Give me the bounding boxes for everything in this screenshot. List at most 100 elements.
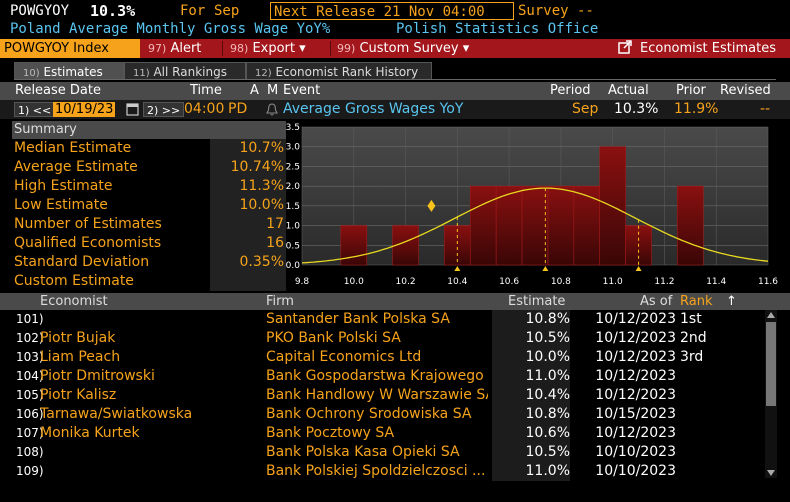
scroll-up-icon[interactable] — [767, 312, 775, 318]
x-tick-label: 11.0 — [603, 277, 623, 287]
table-row[interactable]: 105) Piotr Kalisz Bank Handlowy W Warszawi… — [0, 386, 778, 405]
event-name[interactable]: Average Gross Wages YoY — [283, 101, 464, 117]
col-firm[interactable]: Firm — [266, 294, 294, 309]
y-tick-label: 0.5 — [286, 241, 300, 251]
estimate-value: 11.0% — [492, 367, 570, 386]
economist-estimates-button[interactable]: Economist Estimates — [618, 39, 776, 58]
calendar-icon[interactable] — [126, 102, 139, 120]
col-asof[interactable]: As of — [640, 294, 673, 309]
firm-name[interactable]: PKO Bank Polski SA — [266, 330, 401, 346]
firm-name[interactable]: Capital Economics Ltd — [266, 349, 422, 365]
row-index: 104) — [16, 369, 44, 383]
scroll-down-icon[interactable] — [767, 470, 775, 476]
col-period[interactable]: Period — [550, 83, 591, 98]
row-index: 103) — [16, 350, 44, 364]
economist-name[interactable]: Piotr Dmitrowski — [40, 368, 155, 384]
estimate-value: 10.8% — [492, 405, 570, 424]
y-tick-label: 3.0 — [286, 143, 300, 153]
table-row[interactable]: 104) Piotr Dmitrowski Bank Gospodarstwa Kr… — [0, 367, 778, 386]
col-estimate[interactable]: Estimate — [508, 294, 566, 309]
table-scrollbar[interactable] — [765, 310, 777, 478]
next-release-box[interactable]: Next Release 21 Nov 04:00 — [270, 2, 514, 20]
prev-date-button[interactable]: 1) << — [14, 102, 56, 117]
estimates-table-header: Economist Firm Estimate As of Rank ↑ — [0, 293, 790, 310]
col-time[interactable]: Time — [190, 83, 222, 98]
actual-value-marker — [427, 199, 436, 212]
tab-economist-rank-history[interactable]: 12) Economist Rank History — [246, 62, 432, 80]
security-header: POWGYOY 10.3% For Sep Next Release 21 No… — [0, 1, 790, 21]
x-tick-label: 9.8 — [295, 277, 310, 287]
economist-name[interactable]: Piotr Kalisz — [40, 387, 117, 403]
table-row[interactable]: 103) Liam Peach Capital Economics Ltd 10.0%… — [0, 348, 778, 367]
event-period: Sep — [572, 101, 599, 117]
y-tick-label: 1.0 — [286, 222, 300, 232]
firm-name[interactable]: Santander Bank Polska SA — [266, 311, 450, 327]
asof-date: 10/12/2023 — [595, 425, 676, 441]
x-tick-label: 11.2 — [654, 277, 674, 287]
table-row[interactable]: 107) Monika Kurtek Bank Pocztowy SA 10.6% 10… — [0, 424, 778, 443]
col-m[interactable]: M — [267, 83, 279, 98]
summary-value: 10.74% — [230, 159, 284, 175]
estimate-value: 10.8% — [492, 310, 570, 329]
summary-label: Low Estimate — [14, 197, 108, 213]
firm-name[interactable]: Bank Polskiej Spoldzielczosci ... — [266, 463, 486, 479]
summary-label: Standard Deviation — [14, 254, 150, 270]
firm-name[interactable]: Bank Gospodarstwa Krajowego — [266, 368, 484, 384]
release-tz: PD — [228, 101, 248, 117]
estimate-value: 10.5% — [492, 443, 570, 462]
release-date-input[interactable]: 10/19/23 — [53, 102, 116, 117]
y-tick-label: 1.5 — [286, 202, 300, 212]
estimate-tick-marker — [542, 266, 549, 271]
estimate-value: 10.4% — [492, 386, 570, 405]
col-a[interactable]: A — [250, 83, 259, 98]
index-label[interactable]: POWGYOY Index — [0, 39, 140, 58]
release-time: 04:00 — [184, 101, 225, 117]
col-actual[interactable]: Actual — [608, 83, 649, 98]
next-date-button[interactable]: 2) >> — [143, 102, 185, 117]
tab-estimates[interactable]: 10) Estimates — [14, 62, 124, 80]
firm-name[interactable]: Bank Ochrony Srodowiska SA — [266, 406, 472, 422]
security-description: Poland Average Monthly Gross Wage YoY% P… — [0, 21, 790, 39]
source: Polish Statistics Office — [396, 21, 599, 37]
estimates-table-body: 101) Santander Bank Polska SA 10.8% 10/12/2… — [0, 310, 778, 481]
table-row[interactable]: 106) Tarnawa/Swiatkowska Bank Ochrony Srod… — [0, 405, 778, 424]
economist-name[interactable]: Piotr Bujak — [40, 330, 116, 346]
col-prior[interactable]: Prior — [676, 83, 706, 98]
summary-row: Low Estimate 10.0% — [12, 196, 286, 215]
sort-ascending-icon[interactable]: ↑ — [726, 294, 737, 309]
firm-name[interactable]: Bank Polska Kasa Opieki SA — [266, 444, 460, 460]
col-rank[interactable]: Rank — [680, 294, 713, 309]
export-button[interactable]: 98) Export ▾ — [230, 41, 306, 56]
table-row[interactable]: 102) Piotr Bujak PKO Bank Polski SA 10.5% 10… — [0, 329, 778, 348]
table-row[interactable]: 108) Bank Polska Kasa Opieki SA 10.5% 10/10… — [0, 443, 778, 462]
economist-name[interactable]: Monika Kurtek — [40, 425, 140, 441]
summary-label: Number of Estimates — [14, 216, 162, 232]
economist-name[interactable]: Tarnawa/Swiatkowska — [40, 406, 193, 422]
firm-name[interactable]: Bank Pocztowy SA — [266, 425, 395, 441]
x-tick-label: 10.2 — [396, 277, 416, 287]
firm-name[interactable]: Bank Handlowy W Warszawie SA — [266, 387, 488, 403]
summary-label: Custom Estimate — [14, 273, 134, 289]
bell-icon[interactable] — [266, 103, 278, 120]
rank-value: 2nd — [680, 330, 707, 346]
row-index: 105) — [16, 388, 44, 402]
y-tick-label: 2.0 — [286, 182, 300, 192]
x-tick-label: 11.4 — [706, 277, 726, 287]
col-event[interactable]: Event — [283, 83, 321, 98]
custom-survey-button[interactable]: 99) Custom Survey ▾ — [337, 41, 470, 56]
col-revised[interactable]: Revised — [720, 83, 771, 98]
summary-value: 10.0% — [239, 197, 284, 213]
y-tick-label: 2.5 — [286, 162, 300, 172]
col-economist[interactable]: Economist — [40, 294, 108, 309]
alert-button[interactable]: 97) Alert — [148, 41, 202, 56]
summary-row: Custom Estimate — [12, 272, 286, 291]
economist-name[interactable]: Liam Peach — [40, 349, 121, 365]
table-row[interactable]: 101) Santander Bank Polska SA 10.8% 10/12/2… — [0, 310, 778, 329]
col-release-date[interactable]: Release Date — [15, 83, 101, 98]
estimate-value: 10.6% — [492, 424, 570, 443]
y-tick-label: 3.5 — [286, 123, 300, 133]
x-tick-label: 10.4 — [447, 277, 467, 287]
tab-all-rankings[interactable]: 11) All Rankings — [124, 62, 246, 80]
scroll-thumb[interactable] — [766, 322, 776, 406]
table-row[interactable]: 109) Bank Polskiej Spoldzielczosci ... 11.… — [0, 462, 778, 481]
